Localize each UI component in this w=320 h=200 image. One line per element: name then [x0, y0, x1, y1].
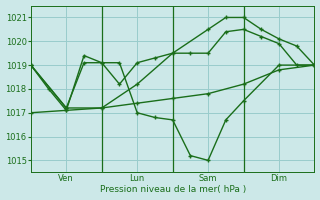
X-axis label: Pression niveau de la mer( hPa ): Pression niveau de la mer( hPa ) [100, 185, 246, 194]
